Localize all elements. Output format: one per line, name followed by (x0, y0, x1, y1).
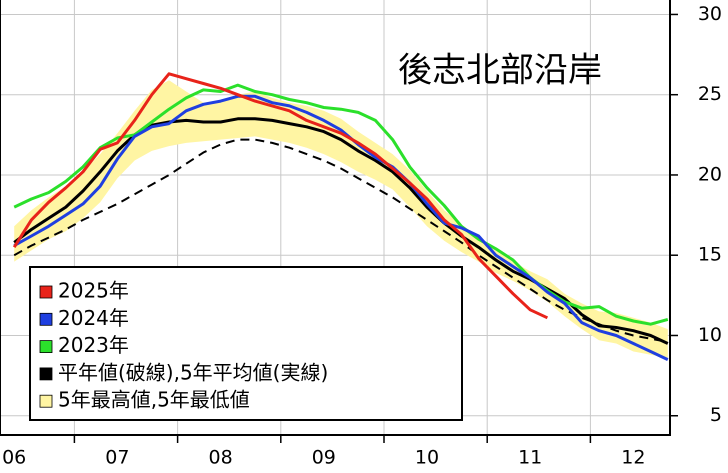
x-tick-label: 06 (2, 447, 26, 469)
y-tick-label: 30 (698, 3, 722, 25)
x-tick-label: 12 (621, 447, 645, 469)
legend-swatch (39, 367, 53, 381)
plot-frame (0, 0, 671, 436)
series-line (13, 117, 669, 345)
y-tick-label: 20 (698, 163, 722, 185)
legend-label: 平年値(破線),5年平均値(実線) (58, 360, 328, 384)
x-tick-label: 07 (105, 447, 129, 469)
chart-title: 後志北部沿岸 (398, 51, 602, 91)
series-line (13, 94, 669, 361)
legend-label: 2025年 (58, 279, 129, 303)
y-tick-label: 5 (710, 404, 722, 426)
legend-label: 2023年 (58, 333, 129, 357)
legend-swatch (39, 312, 53, 326)
legend-label: 5年最高値,5年最低値 (58, 388, 250, 412)
y-tick-label: 10 (698, 324, 722, 346)
y-tick-label: 25 (698, 83, 722, 105)
x-tick-label: 10 (415, 447, 439, 469)
series-line (12, 72, 549, 320)
plot-area (0, 0, 670, 435)
legend-swatch (39, 340, 53, 354)
legend-label: 2024年 (58, 306, 129, 330)
x-tick-label: 11 (518, 447, 542, 469)
x-tick-label: 08 (209, 447, 233, 469)
x-tick-label: 09 (312, 447, 336, 469)
legend-swatch (39, 394, 53, 408)
legend-box (29, 266, 463, 421)
legend-swatch (39, 285, 53, 299)
normal-line (13, 138, 668, 343)
y-tick-label: 15 (698, 244, 722, 266)
